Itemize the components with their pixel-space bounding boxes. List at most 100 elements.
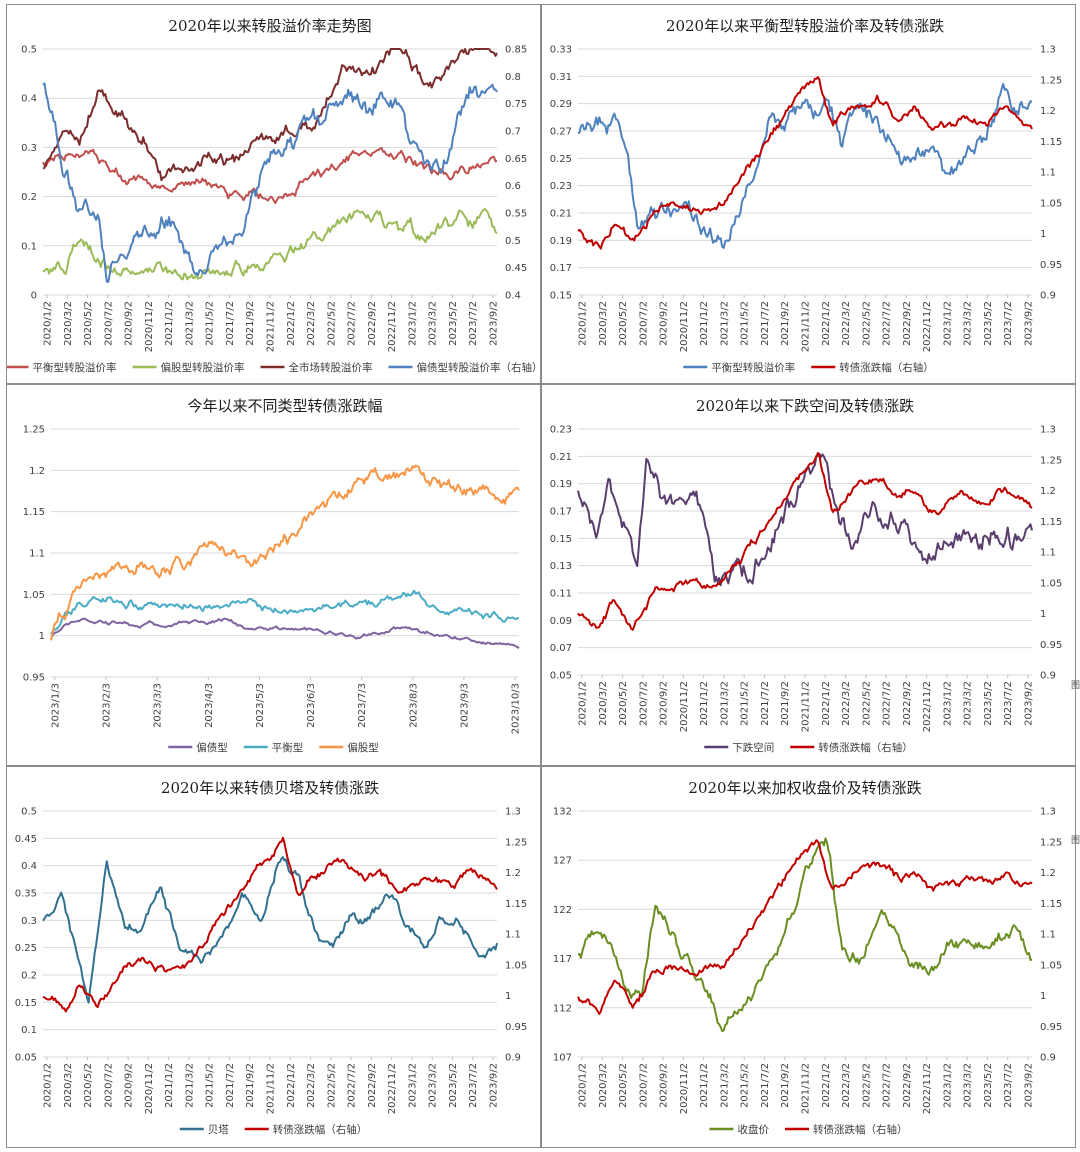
x-tick-label: 2023/9/2	[1024, 1063, 1035, 1108]
y-left-tick-label: 0.29	[550, 99, 572, 110]
x-tick-label: 2022/7/2	[347, 301, 358, 346]
y-left-tick-label: 0	[31, 291, 37, 302]
y-left-tick-label: 0.23	[550, 425, 572, 436]
chart-panel-c4: 2020年以来下跌空间及转债涨跌 0.05 0.07 0.09 0.11 0.13 0.15…	[541, 384, 1076, 766]
y-right-tick-label: 1	[1040, 609, 1046, 620]
y-left-tick-label: 107	[553, 1053, 572, 1064]
legend-label: 偏债型转股溢价率（右轴）	[417, 361, 542, 374]
x-tick-label: 2022/11/2	[922, 1063, 933, 1114]
x-tick-label: 2022/9/2	[367, 1063, 378, 1108]
y-right-tick-label: 1.2	[505, 868, 521, 879]
x-tick-label: 2022/1/2	[286, 1063, 297, 1108]
y-left-tick-label: 1.1	[29, 549, 45, 560]
legend-label: 偏债型	[196, 741, 228, 754]
y-right-tick-label: 0.9	[1040, 291, 1056, 302]
x-tick-label: 2021/5/2	[205, 1063, 216, 1108]
x-tick-label: 2021/7/2	[760, 301, 771, 346]
x-tick-label: 2021/1/2	[699, 301, 710, 346]
y-left-tick-label: 1.2	[29, 466, 45, 477]
y-right-tick-label: 1.2	[1040, 106, 1056, 117]
x-tick-label: 2023/5/3	[255, 683, 266, 728]
y-left-tick-label: 0.4	[21, 861, 37, 872]
legend-label: 转债涨跌幅（右轴）	[818, 741, 913, 754]
legend-label: 转债涨跌幅（右轴）	[813, 1123, 908, 1136]
series-line-2	[42, 836, 498, 1013]
chart-svg-c3: 今年以来不同类型转债涨跌幅 0.95 1 1.05 1.1 1.15 1.2 1.25 2023…	[23, 397, 522, 754]
x-tick-label: 2021/11/2	[266, 1063, 277, 1114]
y-left-tick-label: 0.11	[550, 589, 572, 600]
x-tick-label: 2022/11/2	[387, 301, 398, 352]
x-tick-label: 2021/3/2	[719, 1063, 730, 1108]
y-left-tick-label: 0.19	[550, 236, 572, 247]
chart-panel-c6: 2020年以来加权收盘价及转债涨跌 107 112 117 122 127 132 0.9 0.…	[541, 766, 1076, 1148]
y-left-tick-label: 0.2	[21, 971, 37, 982]
chart-title: 2020年以来下跌空间及转债涨跌	[696, 397, 914, 415]
legend-label: 平衡型转股溢价率	[33, 361, 117, 374]
y-right-tick-label: 0.9	[1040, 1053, 1056, 1064]
series-line-2	[42, 208, 498, 281]
y-left-tick-label: 0.95	[23, 673, 45, 684]
x-tick-label: 2021/7/2	[225, 301, 236, 346]
y-right-tick-label: 0.9	[1040, 671, 1056, 682]
y-right-tick-label: 0.6	[505, 181, 521, 192]
x-tick-label: 2023/5/2	[448, 301, 459, 346]
y-left-tick-label: 0.15	[15, 998, 37, 1009]
series-line-2	[577, 452, 1033, 631]
x-tick-label: 2020/9/2	[124, 1063, 135, 1108]
x-tick-label: 2023/1/2	[942, 681, 953, 726]
x-tick-label: 2022/1/2	[286, 301, 297, 346]
y-left-tick-label: 0.25	[550, 154, 572, 165]
x-tick-label: 2020/3/2	[63, 1063, 74, 1108]
series-line-2	[577, 76, 1033, 250]
legend-label: 偏股型转股溢价率	[161, 361, 245, 374]
chart-svg-c6: 2020年以来加权收盘价及转债涨跌 107 112 117 122 127 132 0.9 0.…	[553, 779, 1062, 1136]
x-tick-label: 2023/9/2	[1024, 301, 1035, 346]
x-tick-label: 2023/5/2	[448, 1063, 459, 1108]
x-tick-label: 2022/1/2	[821, 301, 832, 346]
y-right-tick-label: 0.55	[505, 209, 527, 220]
y-left-tick-label: 0.15	[550, 534, 572, 545]
y-right-tick-label: 1.15	[1040, 899, 1062, 910]
x-tick-label: 2022/5/2	[861, 681, 872, 726]
x-tick-label: 2020/7/2	[638, 301, 649, 346]
series-line-1	[42, 147, 498, 205]
y-right-tick-label: 1.3	[1040, 807, 1056, 818]
x-tick-label: 2022/3/2	[841, 681, 852, 726]
x-tick-label: 2023/3/2	[963, 681, 974, 726]
x-tick-label: 2021/3/2	[184, 1063, 195, 1108]
x-tick-label: 2020/1/2	[43, 1063, 54, 1108]
x-tick-label: 2023/5/2	[983, 301, 994, 346]
y-left-tick-label: 0.21	[550, 209, 572, 220]
x-tick-label: 2021/11/2	[266, 301, 277, 352]
x-tick-label: 2020/11/2	[679, 1063, 690, 1114]
y-right-tick-label: 1.2	[1040, 868, 1056, 879]
series-line-1	[50, 617, 520, 650]
y-right-tick-label: 1.15	[1040, 517, 1062, 528]
y-right-tick-label: 0.95	[505, 1022, 527, 1033]
x-tick-label: 2023/9/3	[459, 683, 470, 728]
x-tick-label: 2023/7/2	[1003, 1063, 1014, 1108]
edge-glyph: 图	[1071, 836, 1080, 846]
y-right-tick-label: 1	[1040, 991, 1046, 1002]
x-tick-label: 2023/9/2	[1024, 681, 1035, 726]
x-tick-label: 2020/9/2	[659, 1063, 670, 1108]
x-tick-label: 2021/1/2	[164, 301, 175, 346]
y-right-tick-label: 1.05	[505, 960, 527, 971]
chart-panel-c1: 2020年以来转股溢价率走势图 0 0.1 0.2 0.3 0.4 0.5 0.4 0.45 0.…	[6, 4, 541, 384]
x-tick-label: 2022/7/2	[882, 301, 893, 346]
y-right-tick-label: 0.95	[1040, 1022, 1062, 1033]
x-tick-label: 2023/1/2	[942, 1063, 953, 1108]
y-right-tick-label: 1.3	[505, 807, 521, 818]
x-tick-label: 2022/7/2	[347, 1063, 358, 1108]
x-tick-label: 2020/1/2	[43, 301, 54, 346]
y-left-tick-label: 0.27	[550, 127, 572, 138]
y-left-tick-label: 117	[553, 954, 572, 965]
y-right-tick-label: 1.1	[1040, 548, 1056, 559]
y-right-tick-label: 0.75	[505, 99, 527, 110]
x-tick-label: 2023/1/2	[407, 301, 418, 346]
series-line-4	[42, 82, 498, 283]
x-tick-label: 2023/6/3	[306, 683, 317, 728]
y-left-tick-label: 0.1	[21, 241, 37, 252]
y-right-tick-label: 1.15	[1040, 137, 1062, 148]
